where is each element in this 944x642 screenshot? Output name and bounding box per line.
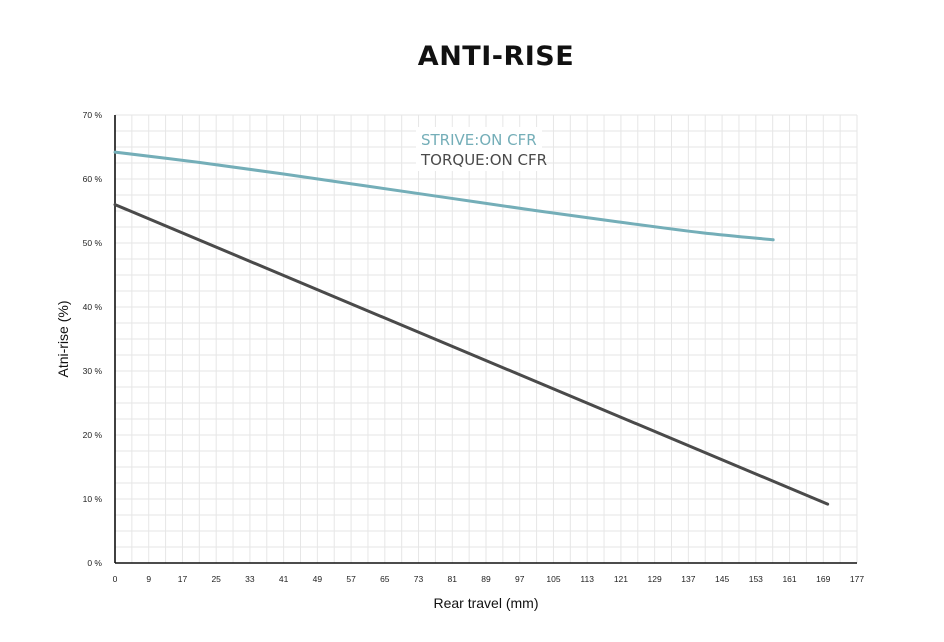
- x-tick-label: 0: [113, 574, 118, 584]
- x-tick-label: 9: [146, 574, 151, 584]
- x-tick-label: 177: [850, 574, 864, 584]
- x-tick-label: 145: [715, 574, 729, 584]
- x-tick-label: 129: [648, 574, 662, 584]
- x-tick-label: 169: [816, 574, 830, 584]
- x-tick-label: 25: [211, 574, 221, 584]
- legend-entry-torque: TORQUE:ON CFR: [420, 151, 547, 169]
- legend-background: [416, 127, 542, 171]
- x-tick-label: 121: [614, 574, 628, 584]
- x-tick-label: 89: [481, 574, 491, 584]
- y-tick-label: 20 %: [83, 430, 103, 440]
- chart-title: ANTI-RISE: [418, 41, 574, 72]
- y-tick-label: 70 %: [83, 110, 103, 120]
- x-tick-label: 113: [580, 574, 594, 584]
- x-axis-label: Rear travel (mm): [433, 595, 538, 611]
- x-tick-labels: 0 9 17 25 33 41 49 57 65 73 81 89 97 105 113 121 129 137 1…: [113, 574, 865, 584]
- x-tick-label: 161: [782, 574, 796, 584]
- x-tick-label: 81: [448, 574, 458, 584]
- y-axis-label: Atni-rise (%): [55, 300, 71, 377]
- x-tick-label: 57: [346, 574, 356, 584]
- x-tick-label: 153: [749, 574, 763, 584]
- x-tick-label: 105: [546, 574, 560, 584]
- axes: [114, 115, 857, 564]
- y-tick-label: 50 %: [83, 238, 103, 248]
- x-tick-label: 49: [313, 574, 323, 584]
- series-lines: [113, 150, 830, 506]
- y-tick-label: 10 %: [83, 494, 103, 504]
- y-tick-label: 30 %: [83, 366, 103, 376]
- x-tick-label: 137: [681, 574, 695, 584]
- y-tick-label: 0 %: [87, 558, 102, 568]
- x-tick-label: 73: [414, 574, 424, 584]
- x-tick-label: 17: [178, 574, 188, 584]
- series-line-torque: [113, 203, 830, 506]
- legend-entry-strive: STRIVE:ON CFR: [421, 131, 537, 149]
- x-tick-label: 65: [380, 574, 390, 584]
- grid: [115, 114, 858, 563]
- series-line-strive: [113, 150, 775, 242]
- y-tick-labels: 0 % 10 % 20 % 30 % 40 % 50 % 60 % 70 %: [83, 110, 103, 568]
- x-tick-label: 41: [279, 574, 289, 584]
- x-tick-label: 33: [245, 574, 255, 584]
- y-tick-label: 60 %: [83, 174, 103, 184]
- y-tick-label: 40 %: [83, 302, 103, 312]
- legend: STRIVE:ON CFR TORQUE:ON CFR: [416, 127, 547, 171]
- x-tick-label: 97: [515, 574, 525, 584]
